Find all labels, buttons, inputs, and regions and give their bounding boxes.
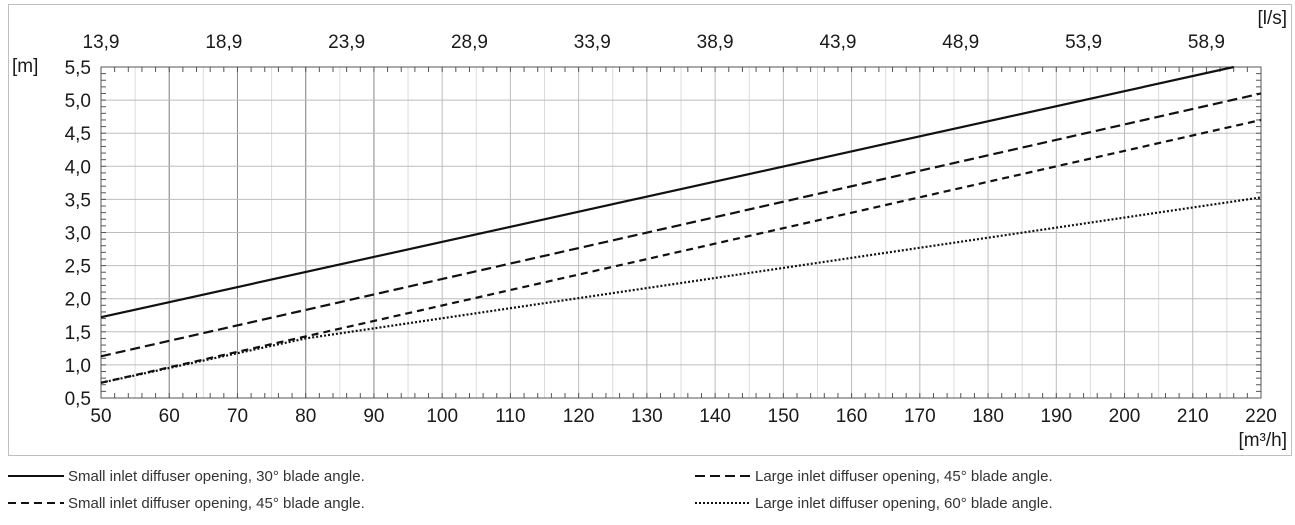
y-tick-label: 2,5 [65, 257, 91, 278]
x-tick-label: 110 [495, 406, 525, 427]
legend-swatch-short-dashed [8, 502, 64, 504]
top-tick-label: 53,9 [1065, 32, 1102, 53]
series-line [100, 92, 1262, 358]
x-tick-label: 190 [1040, 406, 1072, 427]
legend-label: Small inlet diffuser opening, 30° blade … [68, 467, 365, 485]
series-line [100, 65, 1234, 319]
series-line [100, 118, 1262, 384]
y-tick-label: 2,0 [65, 290, 91, 311]
y-tick-label: 4,0 [65, 157, 91, 178]
top-tick-label: 58,9 [1188, 32, 1225, 53]
legend: Small inlet diffuser opening, 30° blade … [0, 466, 1295, 525]
chart-frame [8, 4, 1292, 456]
y-tick-label: 5,5 [65, 58, 91, 79]
x-tick-label: 60 [159, 406, 180, 427]
legend-item-large-60: Large inlet diffuser opening, 60° blade … [695, 493, 1053, 513]
x-tick-label: 120 [563, 406, 595, 427]
x-tick-label: 200 [1109, 406, 1141, 427]
legend-item-large-45: Large inlet diffuser opening, 45° blade … [695, 466, 1053, 486]
y-tick-label: 3,0 [65, 224, 91, 245]
x-axis-label: [m³/h] [1238, 430, 1287, 451]
legend-item-small-30: Small inlet diffuser opening, 30° blade … [8, 466, 365, 486]
x-tick-label: 140 [699, 406, 731, 427]
top-tick-label: 18,9 [205, 32, 242, 53]
legend-swatch-dotted [695, 502, 751, 504]
x-tick-label: 70 [227, 406, 248, 427]
x-tick-label: 150 [768, 406, 800, 427]
y-tick-label: 0,5 [65, 389, 91, 410]
x-tick-label: 90 [363, 406, 384, 427]
legend-label: Small inlet diffuser opening, 45° blade … [68, 494, 365, 512]
top-tick-label: 43,9 [819, 32, 856, 53]
y-axis-label: [m] [12, 56, 38, 77]
top-tick-label: 38,9 [697, 32, 734, 53]
top-axis-label: [l/s] [1257, 8, 1287, 29]
y-tick-label: 4,5 [65, 124, 91, 145]
x-tick-label: 50 [90, 406, 111, 427]
top-tick-label: 33,9 [574, 32, 611, 53]
x-tick-label: 100 [426, 406, 458, 427]
x-tick-label: 160 [836, 406, 868, 427]
x-tick-label: 180 [972, 406, 1004, 427]
top-tick-label: 28,9 [451, 32, 488, 53]
legend-label: Large inlet diffuser opening, 60° blade … [755, 494, 1053, 512]
y-tick-label: 5,0 [65, 91, 91, 112]
top-tick-label: 13,9 [83, 32, 120, 53]
x-tick-label: 130 [631, 406, 663, 427]
y-tick-label: 1,5 [65, 323, 91, 344]
x-tick-label: 220 [1245, 406, 1277, 427]
legend-swatch-solid [8, 475, 64, 477]
y-tick-label: 1,0 [65, 356, 91, 377]
y-tick-label: 3,5 [65, 190, 91, 211]
chart: 50 60 70 80 90 100 110 120 130 140 150 160 170 180 190… [12, 8, 1287, 451]
x-tick-label: 170 [904, 406, 936, 427]
x-tick-label: 210 [1177, 406, 1209, 427]
x-tick-label: 80 [295, 406, 316, 427]
top-tick-label: 23,9 [328, 32, 365, 53]
top-tick-label: 48,9 [942, 32, 979, 53]
legend-label: Large inlet diffuser opening, 45° blade … [755, 467, 1053, 485]
legend-item-small-45: Small inlet diffuser opening, 45° blade … [8, 493, 365, 513]
legend-swatch-dashed [695, 475, 751, 477]
series-line [100, 196, 1262, 384]
